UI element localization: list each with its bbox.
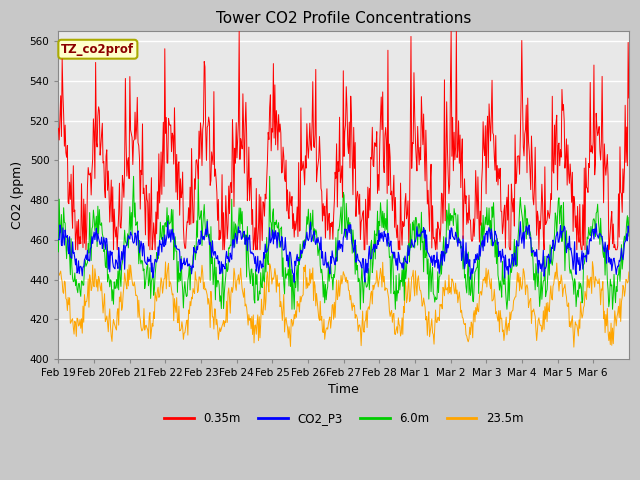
Title: Tower CO2 Profile Concentrations: Tower CO2 Profile Concentrations	[216, 11, 471, 26]
Y-axis label: CO2 (ppm): CO2 (ppm)	[11, 161, 24, 229]
Text: TZ_co2prof: TZ_co2prof	[61, 43, 134, 56]
Legend: 0.35m, CO2_P3, 6.0m, 23.5m: 0.35m, CO2_P3, 6.0m, 23.5m	[159, 408, 528, 430]
X-axis label: Time: Time	[328, 384, 359, 396]
